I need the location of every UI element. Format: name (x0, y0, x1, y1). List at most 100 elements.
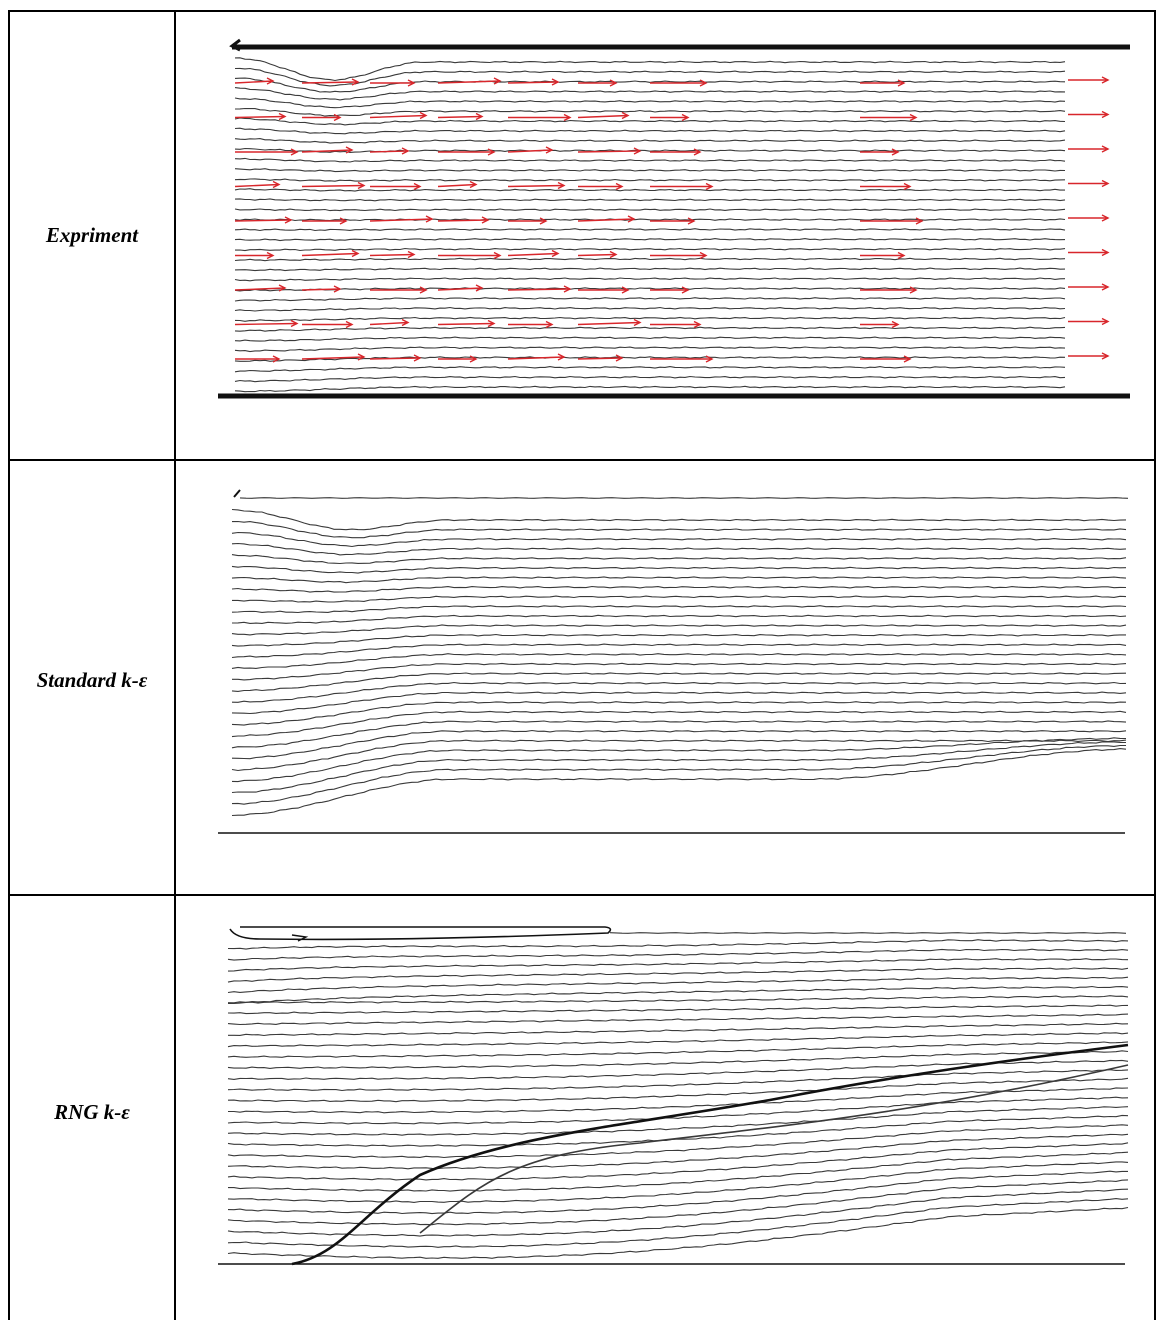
experiment-streamline (234, 267, 1066, 272)
velocity-vector (507, 249, 560, 258)
velocity-vector (577, 250, 618, 259)
rng-streamline (227, 1077, 1129, 1103)
standard-streamline (231, 739, 1127, 772)
velocity-vector (508, 320, 554, 329)
experiment-streamline (234, 326, 1066, 332)
row-divider (8, 894, 1156, 896)
velocity-vector (301, 181, 366, 190)
velocity-vector (437, 319, 496, 328)
velocity-vector-head (278, 284, 287, 292)
velocity-vector (369, 111, 428, 120)
velocity-vector-head (407, 79, 416, 87)
velocity-vector (1068, 110, 1110, 119)
velocity-vector (301, 285, 342, 293)
velocity-vector-shaft (369, 114, 427, 119)
velocity-vector (234, 319, 299, 328)
rng-streamline (227, 1032, 1129, 1048)
velocity-vector-head (345, 320, 354, 329)
velocity-vector-head (1101, 145, 1110, 153)
velocity-vector-head (266, 251, 275, 260)
velocity-vector-head (557, 353, 566, 361)
velocity-vector (234, 180, 281, 189)
velocity-vector (860, 286, 918, 294)
experiment-streamline (234, 306, 1066, 312)
rng-streamline (227, 976, 1129, 994)
rng-crossing-streamline (419, 1064, 1129, 1234)
velocity-vector-head (891, 320, 900, 329)
velocity-vector (438, 355, 478, 363)
velocity-vector-head (493, 77, 502, 85)
experiment-streamline (234, 218, 1066, 222)
velocity-vector (650, 79, 708, 87)
velocity-vector (577, 111, 630, 120)
velocity-vector (650, 286, 690, 294)
velocity-vector (507, 146, 554, 154)
rng-streamline (227, 1050, 1129, 1069)
standard-streamline (231, 691, 1127, 715)
velocity-vector-head (539, 217, 548, 225)
velocity-vector-shaft (234, 287, 286, 291)
rng-streamline (227, 1059, 1129, 1080)
velocity-vector (860, 320, 900, 329)
standard-streamline (231, 748, 1127, 817)
velocity-vector-head (891, 148, 900, 156)
velocity-vector-shaft (437, 115, 483, 119)
velocity-vector-shaft (369, 357, 421, 360)
row-divider (8, 459, 1156, 461)
velocity-vector (301, 78, 360, 86)
velocity-vector-shaft (234, 183, 280, 188)
velocity-vector-head (413, 182, 422, 191)
velocity-vector (650, 355, 714, 363)
velocity-vector (235, 251, 275, 260)
velocity-vector (1068, 317, 1110, 326)
standard-streamline (231, 554, 1127, 565)
velocity-vector (577, 147, 642, 155)
velocity-vector-head (633, 318, 642, 327)
velocity-vector (507, 78, 560, 86)
inlet-corner (233, 489, 241, 498)
rng-crossing-streamline (291, 1043, 1129, 1266)
row-label-standard-k-epsilon: Standard k-ε (36, 668, 148, 692)
velocity-vector-head (493, 251, 502, 260)
velocity-vector (860, 182, 912, 191)
standard-streamline (231, 672, 1127, 692)
standard-streamline (231, 720, 1127, 749)
velocity-vector-head (545, 320, 554, 329)
velocity-vector-head (609, 250, 618, 259)
experiment-streamline (234, 346, 1066, 353)
velocity-vector-head (897, 79, 906, 87)
velocity-vector-shaft (577, 357, 623, 360)
standard-streamline (231, 508, 1127, 531)
velocity-vector (577, 318, 642, 327)
velocity-vector-head (693, 148, 702, 156)
experiment-streamline (234, 336, 1066, 342)
velocity-vector (1068, 214, 1110, 222)
rng-streamline (227, 948, 1129, 961)
velocity-vector-head (284, 216, 293, 224)
standard-streamline (231, 614, 1127, 624)
velocity-vector-shaft (437, 219, 489, 222)
velocity-vector (301, 353, 366, 361)
standard-streamline (231, 576, 1127, 584)
velocity-vector (235, 355, 281, 363)
velocity-vector-head (615, 182, 624, 191)
standard-streamline (231, 710, 1127, 738)
velocity-vector-shaft (369, 321, 409, 326)
standard-streamline (231, 542, 1127, 556)
velocity-vector (1068, 179, 1110, 188)
velocity-vector-head (681, 113, 690, 122)
velocity-vector-head (1101, 110, 1110, 119)
experiment-streamline (234, 97, 1066, 109)
velocity-vector-head (481, 216, 490, 224)
velocity-vector (508, 217, 548, 225)
rng-streamline (227, 1013, 1129, 1026)
velocity-vector (577, 354, 624, 362)
experiment-streamline (234, 57, 1066, 82)
rng-streamline (228, 1022, 1129, 1037)
velocity-vector-head (1101, 352, 1110, 360)
velocity-vector-shaft (369, 150, 409, 153)
standard-k-epsilon-streamline-plot (210, 480, 1140, 850)
rng-streamline (228, 1087, 1129, 1114)
experiment-streamline (234, 117, 1066, 126)
velocity-vector (301, 249, 360, 258)
